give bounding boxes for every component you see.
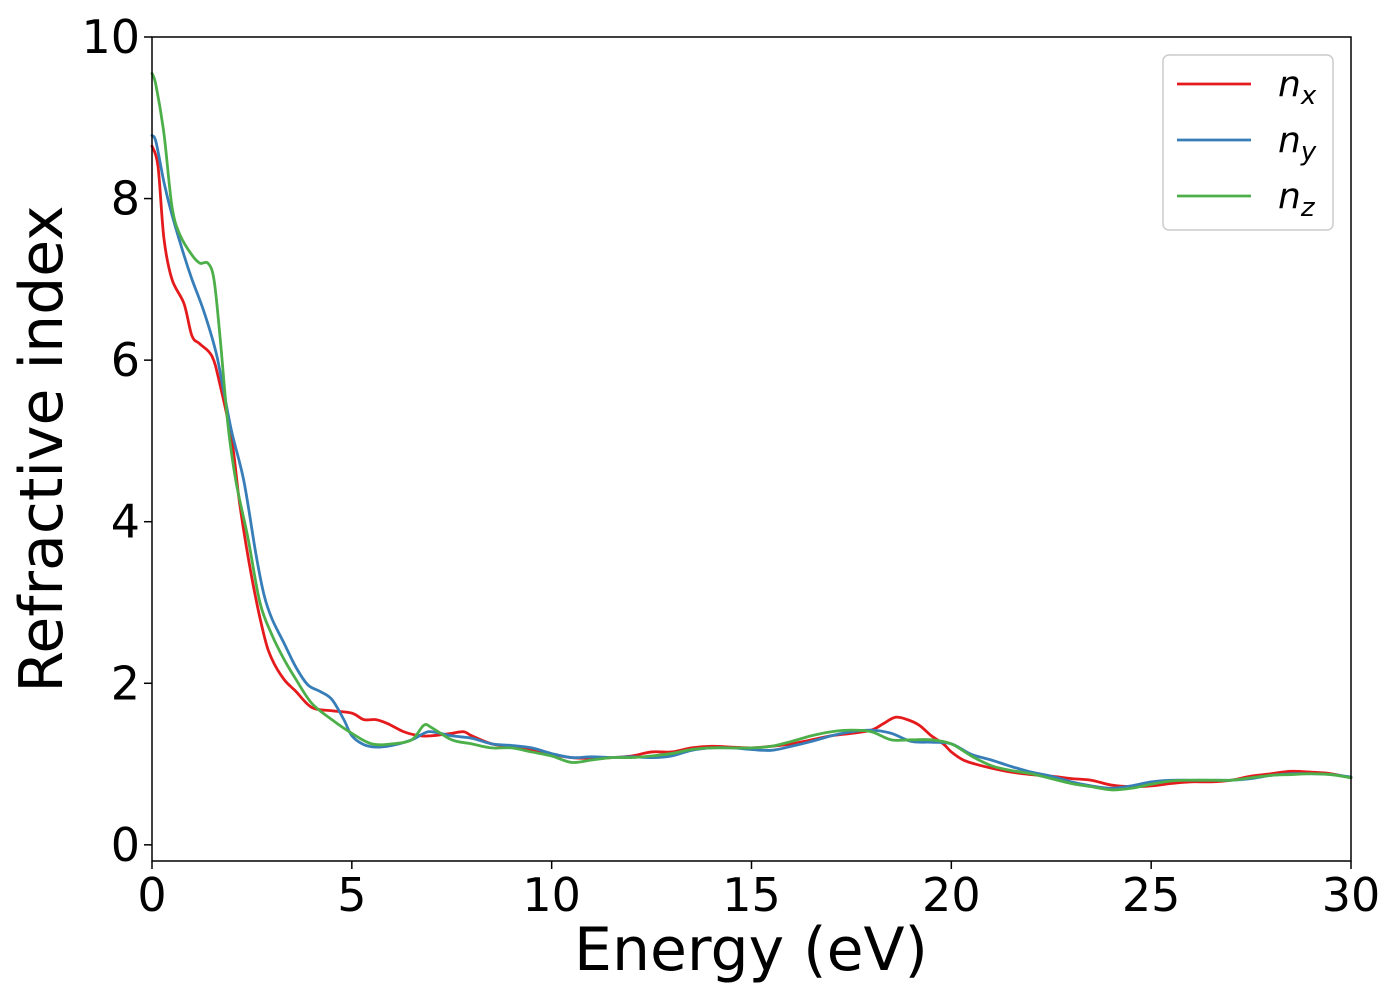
y-tick-label: 2	[111, 656, 140, 710]
y-tick-label: 0	[111, 818, 140, 872]
x-axis: 0 5 10 15 20 25 30	[137, 861, 1380, 922]
series-line-nx	[150, 144, 1353, 789]
y-axis-title: Refractive index	[7, 205, 77, 692]
legend-label-nx: nx	[1278, 64, 1317, 111]
x-tick-label: 5	[337, 868, 366, 922]
legend: nx ny nz	[1162, 54, 1334, 231]
x-tick-label: 10	[522, 868, 581, 922]
series-line-nz	[150, 71, 1353, 792]
x-tick-label: 30	[1322, 868, 1381, 922]
legend-box	[1162, 54, 1334, 231]
y-tick-label: 8	[111, 172, 140, 226]
series-layer	[150, 71, 1353, 792]
y-axis: 0 2 4 6 8 10	[81, 10, 152, 872]
x-tick-label: 15	[722, 868, 781, 922]
y-tick-label: 6	[111, 333, 140, 387]
x-tick-label: 25	[1122, 868, 1181, 922]
y-tick-label: 10	[81, 10, 140, 64]
legend-items: nx ny nz	[1177, 64, 1317, 223]
x-tick-label: 0	[137, 868, 166, 922]
y-tick-label: 4	[111, 495, 140, 549]
x-tick-label: 20	[922, 868, 981, 922]
x-axis-title: Energy (eV)	[574, 915, 928, 985]
legend-label-nz: nz	[1278, 176, 1316, 223]
legend-label-ny: ny	[1278, 120, 1317, 167]
plot-area-background	[152, 37, 1351, 861]
